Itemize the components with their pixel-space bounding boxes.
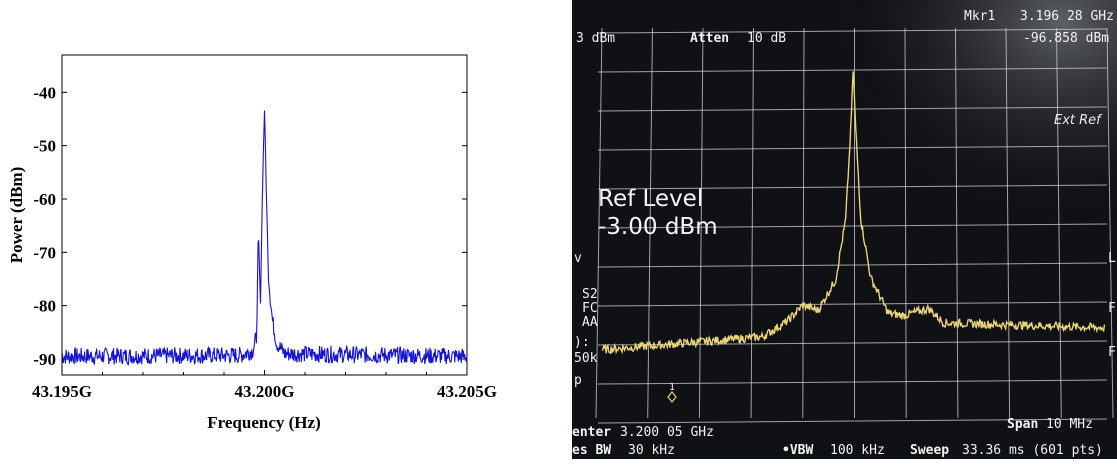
marker-frequency: 3.196 28 GHz xyxy=(1020,9,1114,24)
graticule-vline xyxy=(955,27,959,419)
side-label: S2 xyxy=(582,287,598,302)
y-axis-title: Power (dBm) xyxy=(7,167,26,263)
side-label: AA xyxy=(582,315,598,330)
plot-area-frame xyxy=(61,54,468,376)
vbw-value: 100 kHz xyxy=(830,443,885,458)
graticule-hline xyxy=(597,379,1108,385)
graticule-hline xyxy=(597,67,1108,73)
span-value: 10 MHz xyxy=(1046,417,1093,432)
ref-level-label: Ref Level xyxy=(598,186,703,212)
graticule-vline xyxy=(595,27,603,419)
graticule-hline xyxy=(597,301,1108,307)
graticule-vline xyxy=(1005,27,1011,419)
marker-label: Mkr1 xyxy=(964,9,995,24)
graticule-vline xyxy=(698,27,704,419)
side-label: 50k xyxy=(574,351,598,366)
marker-amplitude: -96.858 dBm xyxy=(1023,31,1109,46)
marker-number: 1 xyxy=(669,382,675,393)
x-tick-label: 43.205G xyxy=(437,382,497,401)
x-tick-label: 43.200G xyxy=(235,382,295,401)
left-side-labels: v S2 FC AA ): 50k p xyxy=(574,251,598,388)
analyzer-trace xyxy=(601,71,1106,355)
x-axis-title: Frequency (Hz) xyxy=(207,413,320,432)
graticule-vline xyxy=(802,27,805,419)
atten-label: Atten xyxy=(690,31,729,46)
right-edge-labels: L F F xyxy=(1108,251,1116,360)
spectrum-analyzer-photo: 1 3 dBm Atten 10 dB Mkr1 3.196 28 GHz -9… xyxy=(572,0,1117,459)
atten-value: 10 dB xyxy=(747,31,786,46)
graticule-hline xyxy=(597,418,1108,424)
span-label: Span xyxy=(1007,417,1038,432)
y-tick-label: -60 xyxy=(33,190,56,209)
graticule-vline xyxy=(1056,27,1062,419)
edge-label: L xyxy=(1108,251,1116,266)
graticule-hline xyxy=(597,28,1108,34)
side-label: ): xyxy=(574,335,590,350)
x-tick-label: 43.195G xyxy=(32,382,92,401)
analyzer-graticule xyxy=(595,27,1114,424)
graticule-vline xyxy=(647,27,653,419)
y-tick-label: -70 xyxy=(33,243,56,262)
series-trace xyxy=(61,110,468,367)
graticule-hline xyxy=(597,184,1108,190)
graticule-vline xyxy=(1106,27,1114,419)
graticule-hline xyxy=(597,223,1108,229)
y-axis-ticks: -40 -50 -60 -70 -80 -90 xyxy=(33,83,467,369)
x-axis-ticks: 43.195G 43.200G 43.205G xyxy=(32,370,497,401)
graticule-hline xyxy=(597,262,1108,268)
side-label: v xyxy=(574,251,582,266)
graticule-vline xyxy=(750,27,754,419)
marker-1: 1 xyxy=(667,382,677,403)
vbw-label: •VBW xyxy=(782,443,813,458)
y-tick-label: -80 xyxy=(33,297,56,316)
y-tick-label: -90 xyxy=(33,350,56,369)
res-bw-label: es BW xyxy=(572,443,611,458)
y-tick-label: -50 xyxy=(33,137,56,156)
left-spectrum-chart: -40 -50 -60 -70 -80 -90 43.195G 43.200G 43.205G… xyxy=(0,0,560,459)
edge-label: F xyxy=(1108,345,1116,360)
edge-label: F xyxy=(1108,301,1116,316)
res-bw-value: 30 kHz xyxy=(628,443,675,458)
left-plot-svg: -40 -50 -60 -70 -80 -90 43.195G 43.200G 43.205G… xyxy=(7,54,497,432)
marker-diamond-icon xyxy=(667,391,677,403)
graticule-hline xyxy=(597,106,1108,112)
center-value: 3.200 05 GHz xyxy=(620,425,714,440)
y-tick-label: -40 xyxy=(33,83,56,102)
ref-top-readout: 3 dBm xyxy=(576,31,615,46)
sweep-label: Sweep xyxy=(910,443,949,458)
side-label: p xyxy=(574,373,582,388)
sweep-value: 33.36 ms (601 pts) xyxy=(962,443,1103,458)
graticule-vline xyxy=(904,27,907,419)
graticule-hline xyxy=(597,145,1108,151)
analyzer-screen-svg: 1 3 dBm Atten 10 dB Mkr1 3.196 28 GHz -9… xyxy=(572,0,1117,459)
side-label: FC xyxy=(582,301,598,316)
ext-ref-label: Ext Ref xyxy=(1054,113,1103,128)
ref-level-value: -3.00 dBm xyxy=(598,214,718,240)
center-label: enter xyxy=(572,425,611,440)
